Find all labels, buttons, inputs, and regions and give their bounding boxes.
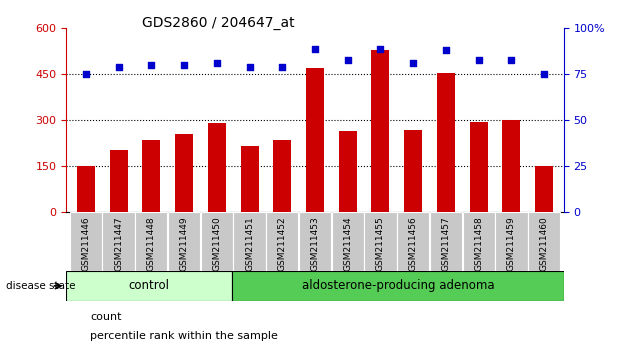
Point [212, 61, 222, 66]
Bar [536, 166, 553, 212]
Point [113, 64, 123, 70]
Text: GSM211446: GSM211446 [81, 216, 90, 270]
Text: GSM211455: GSM211455 [376, 216, 385, 271]
Point [179, 62, 189, 68]
Bar [372, 50, 389, 212]
Bar [234, 212, 266, 271]
Bar [201, 212, 233, 271]
Bar [103, 212, 135, 271]
Bar [66, 271, 232, 301]
Bar [208, 124, 226, 212]
Bar [77, 166, 94, 212]
Bar [110, 149, 127, 212]
Point [343, 57, 353, 62]
Point [507, 57, 517, 62]
Text: GSM211456: GSM211456 [409, 216, 418, 271]
Bar [397, 212, 429, 271]
Bar [135, 212, 168, 271]
Bar [528, 212, 560, 271]
Bar [364, 212, 396, 271]
Bar [299, 212, 331, 271]
Bar [462, 212, 495, 271]
Text: GSM211450: GSM211450 [212, 216, 221, 271]
Bar [266, 212, 298, 271]
Bar [142, 140, 160, 212]
Point [408, 61, 418, 66]
Text: count: count [90, 312, 122, 322]
Text: GSM211458: GSM211458 [474, 216, 483, 271]
Text: disease state: disease state [6, 281, 76, 291]
Text: GSM211453: GSM211453 [311, 216, 319, 271]
Text: GSM211454: GSM211454 [343, 216, 352, 270]
Bar [306, 68, 324, 212]
Bar [175, 134, 193, 212]
Point [277, 64, 287, 70]
Bar [430, 212, 462, 271]
Point [310, 46, 320, 51]
Bar [232, 271, 564, 301]
Bar [503, 120, 520, 212]
Bar [332, 212, 364, 271]
Text: GSM211448: GSM211448 [147, 216, 156, 270]
Text: GSM211460: GSM211460 [540, 216, 549, 271]
Text: control: control [129, 279, 169, 292]
Point [474, 57, 484, 62]
Bar [437, 73, 455, 212]
Text: GSM211447: GSM211447 [114, 216, 123, 270]
Bar [168, 212, 200, 271]
Text: GSM211451: GSM211451 [245, 216, 254, 271]
Point [375, 46, 386, 51]
Bar [495, 212, 527, 271]
Bar [70, 212, 102, 271]
Bar [470, 122, 488, 212]
Bar [404, 130, 422, 212]
Bar [241, 147, 258, 212]
Text: GSM211452: GSM211452 [278, 216, 287, 270]
Bar [273, 140, 291, 212]
Point [81, 72, 91, 77]
Text: percentile rank within the sample: percentile rank within the sample [90, 331, 278, 341]
Point [244, 64, 255, 70]
Text: GSM211457: GSM211457 [442, 216, 450, 271]
Text: aldosterone-producing adenoma: aldosterone-producing adenoma [302, 279, 495, 292]
Point [441, 47, 451, 53]
Bar [339, 131, 357, 212]
Text: GDS2860 / 204647_at: GDS2860 / 204647_at [142, 16, 294, 30]
Point [146, 62, 156, 68]
Text: GSM211449: GSM211449 [180, 216, 188, 270]
Text: GSM211459: GSM211459 [507, 216, 516, 271]
Point [539, 72, 549, 77]
